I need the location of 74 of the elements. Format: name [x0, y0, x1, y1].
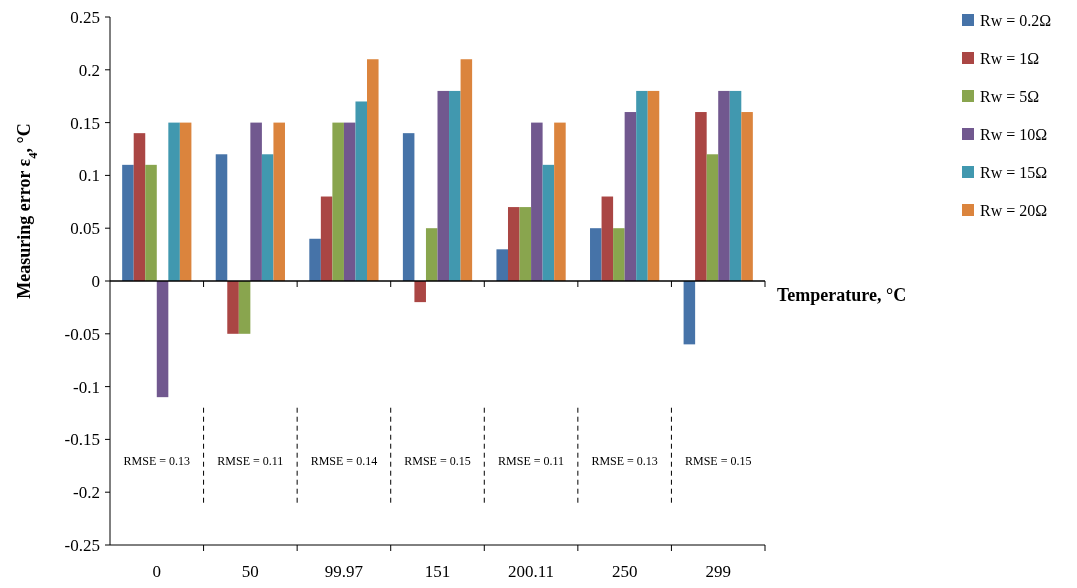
bar	[531, 122, 543, 281]
bar	[145, 164, 157, 281]
bar	[613, 228, 625, 281]
bar	[238, 281, 251, 334]
x-tick-label: 250	[611, 562, 638, 581]
bar	[624, 112, 637, 281]
legend-label: Rw = 15Ω	[980, 163, 1048, 181]
bar	[156, 281, 169, 398]
bar	[695, 112, 707, 281]
annotation: RMSE = 0.11	[217, 453, 284, 468]
x-tick-label: 50	[241, 562, 259, 581]
bar	[168, 122, 180, 281]
y-tick-label: 0	[91, 271, 100, 291]
annotation: RMSE = 0.14	[310, 453, 378, 468]
annotation: RMSE = 0.13	[123, 453, 191, 468]
legend-label: Rw = 0.2Ω	[980, 11, 1052, 29]
x-axis-title: Temperature, °C	[777, 285, 907, 305]
bar	[343, 122, 356, 281]
x-tick-label: 99.97	[324, 562, 364, 581]
y-tick-label: -0.2	[73, 483, 100, 503]
bar	[647, 90, 660, 281]
x-tick-label: 200.11	[508, 562, 555, 581]
annotation: RMSE = 0.11	[498, 453, 565, 468]
bar	[179, 122, 192, 281]
bar	[507, 207, 520, 281]
bar	[261, 154, 274, 281]
bar	[367, 59, 379, 281]
y-tick-label: -0.15	[64, 430, 100, 450]
bar	[683, 281, 696, 345]
annotation: RMSE = 0.15	[404, 453, 471, 468]
bar	[706, 154, 719, 281]
y-tick-label: -0.25	[64, 535, 100, 555]
bar	[729, 90, 742, 281]
bar	[402, 133, 415, 281]
bar	[414, 281, 426, 303]
bar	[542, 164, 555, 281]
bar	[636, 90, 648, 281]
y-tick-label: -0.1	[73, 377, 100, 397]
bar	[554, 122, 566, 281]
bar	[460, 59, 473, 281]
legend-label: Rw = 1Ω	[980, 49, 1040, 67]
bar	[718, 90, 730, 281]
x-tick-label: 0	[152, 562, 162, 581]
legend-label: Rw = 5Ω	[980, 87, 1040, 105]
y-tick-label: 0.05	[70, 219, 100, 239]
bar	[437, 90, 450, 281]
bar	[250, 122, 262, 281]
y-tick-label: -0.05	[64, 324, 100, 344]
bar	[320, 196, 333, 281]
bar	[449, 90, 461, 281]
bar	[741, 112, 753, 281]
bar	[601, 196, 614, 281]
bar	[332, 122, 344, 281]
bar	[215, 154, 228, 281]
legend-label: Rw = 10Ω	[980, 125, 1048, 143]
x-tick-label: 151	[424, 562, 451, 581]
annotation: RMSE = 0.13	[591, 453, 658, 468]
bar	[519, 207, 532, 281]
bar	[355, 101, 368, 281]
legend-label: Rw = 20Ω	[980, 201, 1048, 219]
y-tick-label: 0.2	[78, 60, 100, 80]
x-tick-label: 299	[705, 562, 731, 581]
bar	[273, 122, 285, 281]
bar	[227, 281, 239, 334]
y-tick-label: 0.1	[78, 166, 100, 186]
y-tick-label: 0.25	[70, 7, 100, 27]
bar	[496, 249, 508, 281]
bar	[309, 238, 321, 281]
annotation: RMSE = 0.15	[684, 453, 752, 468]
bar	[122, 164, 134, 281]
bar	[133, 133, 146, 281]
y-tick-label: 0.15	[70, 113, 100, 133]
bar	[590, 228, 602, 281]
bar	[425, 228, 438, 281]
